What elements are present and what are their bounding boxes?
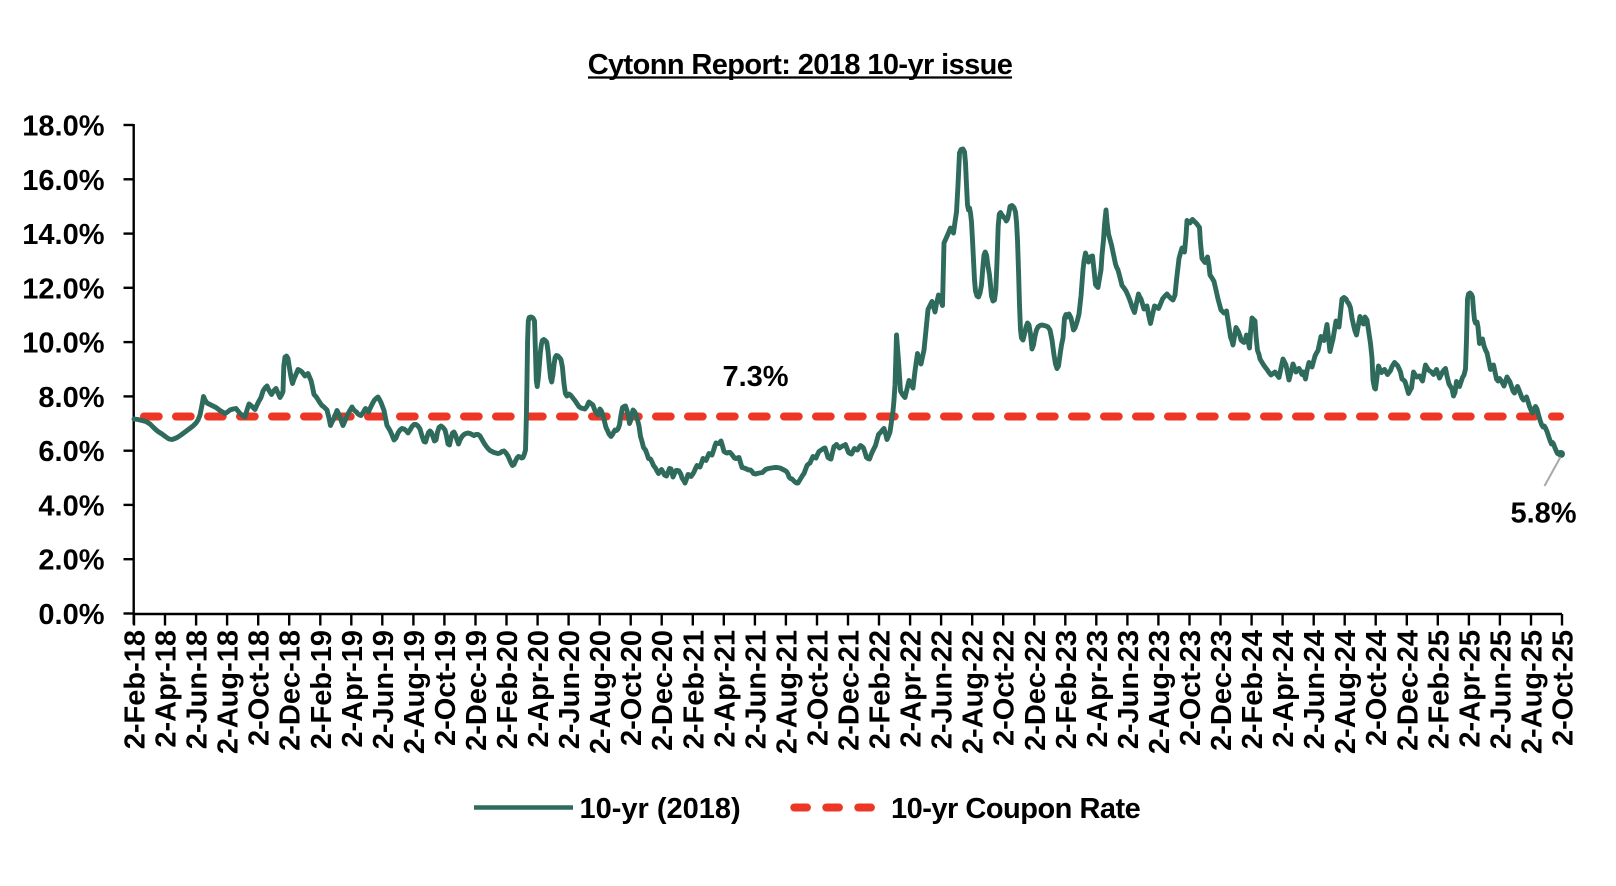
svg-text:2-Dec-19: 2-Dec-19 — [461, 630, 493, 751]
svg-text:18.0%: 18.0% — [22, 111, 104, 143]
svg-text:2-Apr-25: 2-Apr-25 — [1454, 630, 1486, 748]
svg-text:2-Jun-19: 2-Jun-19 — [368, 630, 400, 749]
svg-text:12.0%: 12.0% — [22, 273, 104, 305]
svg-text:2-Jun-22: 2-Jun-22 — [927, 630, 959, 749]
svg-text:2-Aug-22: 2-Aug-22 — [958, 630, 990, 754]
svg-text:2-Aug-20: 2-Aug-20 — [585, 630, 617, 754]
svg-text:2-Oct-25: 2-Oct-25 — [1548, 630, 1580, 746]
svg-text:2-Aug-21: 2-Aug-21 — [771, 630, 803, 754]
svg-text:2-Oct-23: 2-Oct-23 — [1175, 630, 1207, 746]
svg-text:2-Dec-20: 2-Dec-20 — [647, 630, 679, 751]
svg-text:2-Apr-20: 2-Apr-20 — [523, 630, 555, 748]
svg-text:2-Aug-24: 2-Aug-24 — [1330, 630, 1362, 754]
svg-text:5.8%: 5.8% — [1510, 498, 1576, 530]
svg-text:2-Dec-18: 2-Dec-18 — [275, 630, 307, 751]
svg-text:16.0%: 16.0% — [22, 165, 104, 197]
svg-text:2-Apr-21: 2-Apr-21 — [709, 630, 741, 748]
svg-text:0.0%: 0.0% — [38, 599, 104, 631]
svg-text:10.0%: 10.0% — [22, 328, 104, 360]
svg-text:2-Feb-19: 2-Feb-19 — [306, 630, 338, 749]
svg-text:2-Dec-23: 2-Dec-23 — [1206, 630, 1238, 751]
svg-text:2-Feb-23: 2-Feb-23 — [1051, 630, 1083, 749]
svg-text:2-Oct-24: 2-Oct-24 — [1361, 630, 1393, 746]
svg-text:2-Dec-21: 2-Dec-21 — [834, 630, 866, 751]
svg-text:2-Feb-25: 2-Feb-25 — [1423, 630, 1455, 749]
svg-text:2-Jun-23: 2-Jun-23 — [1113, 630, 1145, 749]
svg-text:2-Dec-24: 2-Dec-24 — [1392, 630, 1424, 751]
svg-text:2-Oct-20: 2-Oct-20 — [616, 630, 648, 746]
svg-text:2-Feb-21: 2-Feb-21 — [678, 630, 710, 749]
svg-text:2-Apr-23: 2-Apr-23 — [1082, 630, 1114, 748]
svg-text:Cytonn Report: 2018 10-yr issu: Cytonn Report: 2018 10-yr issue — [588, 49, 1013, 81]
svg-text:2-Feb-24: 2-Feb-24 — [1237, 630, 1269, 749]
svg-text:2-Aug-18: 2-Aug-18 — [213, 630, 245, 754]
svg-text:2-Jun-25: 2-Jun-25 — [1485, 630, 1517, 749]
svg-text:2-Jun-20: 2-Jun-20 — [554, 630, 586, 749]
svg-text:2-Apr-24: 2-Apr-24 — [1268, 630, 1300, 748]
svg-text:10-yr (2018): 10-yr (2018) — [580, 793, 741, 825]
svg-text:7.3%: 7.3% — [722, 361, 788, 393]
svg-text:2-Jun-24: 2-Jun-24 — [1299, 630, 1331, 749]
svg-text:2-Feb-22: 2-Feb-22 — [865, 630, 897, 749]
svg-text:4.0%: 4.0% — [38, 490, 104, 522]
svg-text:2-Oct-18: 2-Oct-18 — [244, 630, 276, 746]
svg-text:2-Dec-22: 2-Dec-22 — [1020, 630, 1052, 751]
svg-text:2-Aug-19: 2-Aug-19 — [399, 630, 431, 754]
svg-text:2-Apr-22: 2-Apr-22 — [896, 630, 928, 748]
svg-text:2-Apr-18: 2-Apr-18 — [151, 630, 183, 748]
svg-text:14.0%: 14.0% — [22, 219, 104, 251]
svg-text:8.0%: 8.0% — [38, 382, 104, 414]
svg-text:2-Oct-22: 2-Oct-22 — [989, 630, 1021, 746]
svg-text:10-yr Coupon Rate: 10-yr Coupon Rate — [891, 793, 1141, 825]
svg-text:2-Aug-23: 2-Aug-23 — [1144, 630, 1176, 754]
svg-text:2-Feb-18: 2-Feb-18 — [120, 630, 152, 749]
svg-text:2-Oct-19: 2-Oct-19 — [430, 630, 462, 746]
svg-text:2-Feb-20: 2-Feb-20 — [492, 630, 524, 749]
svg-text:6.0%: 6.0% — [38, 436, 104, 468]
svg-text:2.0%: 2.0% — [38, 545, 104, 577]
svg-text:2-Jun-21: 2-Jun-21 — [740, 630, 772, 749]
svg-text:2-Jun-18: 2-Jun-18 — [182, 630, 214, 749]
svg-text:2-Oct-21: 2-Oct-21 — [803, 630, 835, 746]
svg-text:2-Apr-19: 2-Apr-19 — [337, 630, 369, 748]
svg-text:2-Aug-25: 2-Aug-25 — [1517, 630, 1549, 754]
